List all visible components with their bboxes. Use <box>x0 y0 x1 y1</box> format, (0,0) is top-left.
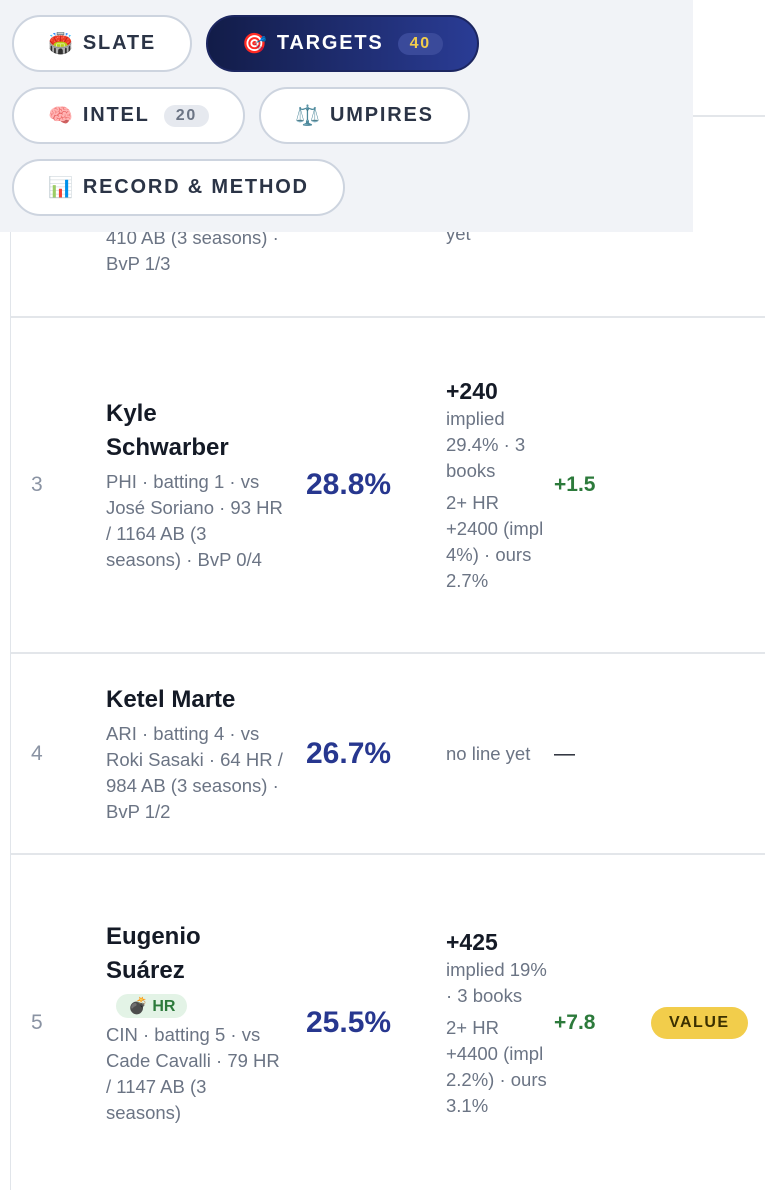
tab-icon: 📊 <box>48 177 73 199</box>
target-row[interactable]: 3 Kyle Schwarber PHI · batting 1 · vs José… <box>11 316 765 652</box>
player-name: Eugenio Suárez <box>106 922 201 984</box>
tab-bar: 🏟️ SLATE 🎯 TARGETS 40 🧠 INTEL 20 ⚖️ UMPIRES 📊 RECOR… <box>0 0 693 232</box>
odds-detail: implied 29.4% · 3 books <box>446 408 526 481</box>
target-list: 410 AB (3 seasons) · BvP 1/3 yet 3 Kyle Sch… <box>10 115 765 1190</box>
odds-cell: +425 implied 19% · 3 books 2+ HR +4400 (im… <box>446 927 554 1119</box>
odds-note: no line yet <box>446 742 531 764</box>
tab-icon: 🧠 <box>48 105 73 127</box>
rank: 5 <box>31 1010 43 1034</box>
player-name: Ketel Marte <box>106 685 236 713</box>
player-detail: ARI · batting 4 · vs Roki Sasaki · 64 HR… <box>106 722 283 822</box>
target-row[interactable]: 4 Ketel Marte ARI · batting 4 · vs Roki Sa… <box>11 652 765 853</box>
player-detail: 410 AB (3 seasons) · BvP 1/3 <box>106 227 279 274</box>
tab-count: 20 <box>163 104 210 127</box>
tab-label: RECORD & METHOD <box>82 176 309 198</box>
tab[interactable]: 📊 RECORD & METHOD <box>12 159 345 216</box>
tab-label: UMPIRES <box>330 104 434 126</box>
probability: 25.5% <box>306 1005 392 1039</box>
odds-price: +425 <box>446 928 498 955</box>
rank: 3 <box>31 473 43 496</box>
player-cell: 410 AB (3 seasons) · BvP 1/3 <box>106 221 286 277</box>
tab[interactable]: ⚖️ UMPIRES <box>259 87 470 144</box>
tab-label: INTEL <box>82 104 150 126</box>
player-cell: Kyle Schwarber PHI · batting 1 · vs José … <box>106 397 286 573</box>
tab-count: 40 <box>397 32 443 55</box>
probability: 26.7% <box>306 736 392 770</box>
tab-icon: ⚖️ <box>295 105 320 127</box>
player-detail: PHI · batting 1 · vs José Soriano · 93 H… <box>106 471 283 570</box>
tab[interactable]: 🎯 TARGETS 40 <box>205 15 479 72</box>
tab-label: SLATE <box>82 32 156 54</box>
tab[interactable]: 🧠 INTEL 20 <box>12 87 246 144</box>
tab-icon: 🎯 <box>241 33 267 55</box>
multi-hr: 2+ HR +2400 (impl 4%) · ours 2.7% <box>446 492 544 591</box>
edge: — <box>554 741 575 765</box>
value-badge: VALUE <box>651 1006 748 1039</box>
probability: 28.8% <box>306 468 392 501</box>
tag-label: HR <box>152 997 176 1015</box>
multi-hr: 2+ HR +4400 (impl 2.2%) · ours 3.1% <box>446 1016 547 1116</box>
tab[interactable]: 🏟️ SLATE <box>12 15 192 72</box>
edge: +7.8 <box>554 1010 596 1034</box>
tab-label: TARGETS <box>276 32 384 54</box>
tag-icon: 💣 <box>128 997 148 1015</box>
player-cell: Ketel Marte ARI · batting 4 · vs Roki Sas… <box>106 683 286 825</box>
player-cell: Eugenio Suárez 💣 HR CIN · batting 5 · vs C… <box>106 920 286 1126</box>
tab-icon: 🏟️ <box>48 33 73 55</box>
player-detail: CIN · batting 5 · vs Cade Cavalli · 79 H… <box>106 1023 280 1123</box>
hr-tag: 💣 HR <box>116 993 188 1018</box>
target-row[interactable]: 5 Eugenio Suárez 💣 HR CIN · batting 5 · vs … <box>11 853 765 1190</box>
player-name: Kyle Schwarber <box>106 400 229 461</box>
odds-cell: +240 implied 29.4% · 3 books 2+ HR +2400 (… <box>446 376 554 594</box>
odds-price: +240 <box>446 378 498 404</box>
edge: +1.5 <box>554 473 596 496</box>
rank: 4 <box>31 741 43 765</box>
odds-detail: implied 19% · 3 books <box>446 958 547 1006</box>
odds-cell: no line yet <box>446 741 554 767</box>
